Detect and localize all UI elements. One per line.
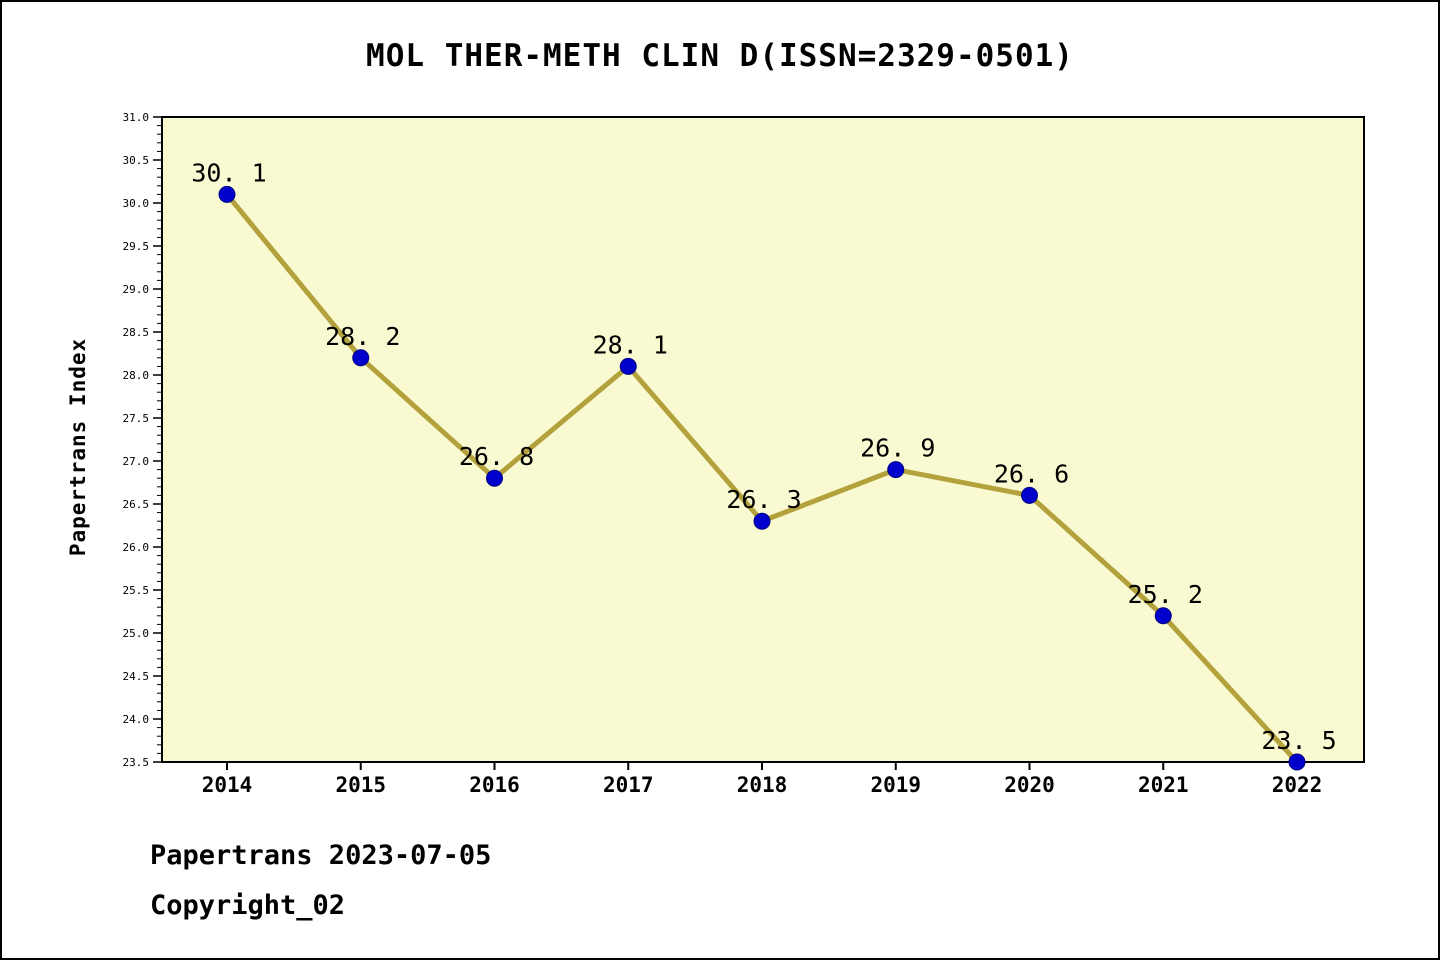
y-tick-label: 29.0 — [123, 283, 150, 296]
y-axis-label: Papertrans Index — [66, 337, 90, 557]
y-tick-label: 26.5 — [123, 498, 150, 511]
x-tick-label: 2020 — [1004, 773, 1055, 797]
plot-area — [161, 116, 1365, 763]
footer-copyright: Copyright_02 — [150, 890, 346, 921]
y-tick-label: 27.5 — [123, 412, 150, 425]
y-tick-label: 27.0 — [123, 455, 150, 468]
y-tick-label: 30.0 — [123, 197, 150, 210]
footer-source-date: Papertrans 2023-07-05 — [150, 840, 492, 871]
data-point-label: 25. 2 — [1128, 580, 1203, 609]
x-tick-label: 2022 — [1272, 773, 1323, 797]
y-tick-label: 30.5 — [123, 154, 150, 167]
data-point-label: 28. 1 — [593, 330, 668, 359]
data-point — [1021, 486, 1038, 504]
data-point-label: 26. 6 — [994, 459, 1069, 488]
data-point — [887, 461, 905, 479]
x-tick-label: 2018 — [737, 773, 788, 797]
data-point — [753, 512, 771, 530]
line-chart: 23.5 24.0 24.5 25.0 25.5 26.0 26.5 27.0 27.5 28.0… — [123, 111, 1365, 797]
data-point-label: 30. 1 — [191, 158, 266, 187]
data-point-label: 26. 9 — [860, 434, 935, 463]
y-tick-label: 29.5 — [123, 240, 150, 253]
data-point-label: 28. 2 — [325, 322, 400, 351]
data-point — [1288, 753, 1306, 771]
x-tick-label: 2015 — [335, 773, 386, 797]
data-point — [1154, 607, 1172, 625]
y-tick-label: 24.0 — [123, 713, 150, 726]
data-point — [352, 349, 370, 367]
y-tick-label: 28.0 — [123, 369, 150, 382]
x-tick-label: 2017 — [603, 773, 654, 797]
data-point-label: 23. 5 — [1261, 726, 1336, 755]
x-tick-label: 2019 — [870, 773, 921, 797]
y-tick-label: 26.0 — [123, 541, 150, 554]
y-tick-label: 25.5 — [123, 584, 150, 597]
data-point-label: 26. 8 — [459, 442, 534, 471]
y-tick-label: 31.0 — [123, 111, 150, 124]
x-tick-label: 2016 — [469, 773, 520, 797]
y-tick-label: 23.5 — [123, 756, 150, 769]
y-tick-label: 25.0 — [123, 627, 150, 640]
y-tick-label: 24.5 — [123, 670, 150, 683]
y-tick-label: 28.5 — [123, 326, 150, 339]
x-tick-label: 2014 — [202, 773, 253, 797]
data-point — [218, 185, 236, 203]
chart-title: MOL THER-METH CLIN D(ISSN=2329-0501) — [366, 38, 1074, 74]
x-tick-label: 2021 — [1138, 773, 1189, 797]
data-point — [619, 357, 637, 375]
data-point — [486, 469, 503, 487]
data-point-label: 26. 3 — [726, 485, 801, 514]
